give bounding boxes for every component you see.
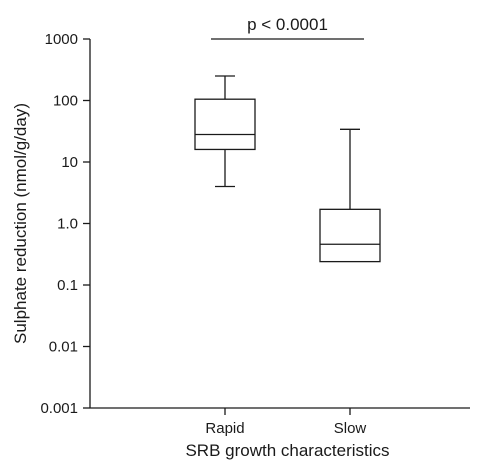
y-tick-label: 0.001 xyxy=(40,400,78,417)
x-axis-title: SRB growth characteristics xyxy=(185,441,389,460)
x-tick-label: Slow xyxy=(334,420,367,437)
iqr-box xyxy=(319,208,381,263)
y-ticks: 0.001 0.01 0.1 1.0 10 100 1000 xyxy=(40,31,90,417)
x-axis: Rapid Slow xyxy=(90,407,470,437)
y-tick-label: 10 xyxy=(61,154,78,171)
y-tick-label: 1000 xyxy=(45,31,78,48)
y-axis-title: Sulphate reduction (nmol/g/day) xyxy=(11,103,30,344)
iqr-box xyxy=(194,98,256,151)
y-axis: 0.001 0.01 0.1 1.0 10 100 1000 xyxy=(40,31,91,417)
significance-annotation: p < 0.0001 xyxy=(211,15,364,40)
x-ticks: Rapid Slow xyxy=(205,408,366,437)
p-value-label: p < 0.0001 xyxy=(247,15,328,34)
x-tick-label: Rapid xyxy=(205,420,244,437)
y-tick-label: 0.01 xyxy=(49,339,78,356)
boxes xyxy=(194,75,381,263)
y-tick-label: 100 xyxy=(53,93,78,110)
y-tick-label: 0.1 xyxy=(57,277,78,294)
box-rapid xyxy=(194,75,256,188)
box-slow xyxy=(319,128,381,263)
y-tick-label: 1.0 xyxy=(57,216,78,233)
